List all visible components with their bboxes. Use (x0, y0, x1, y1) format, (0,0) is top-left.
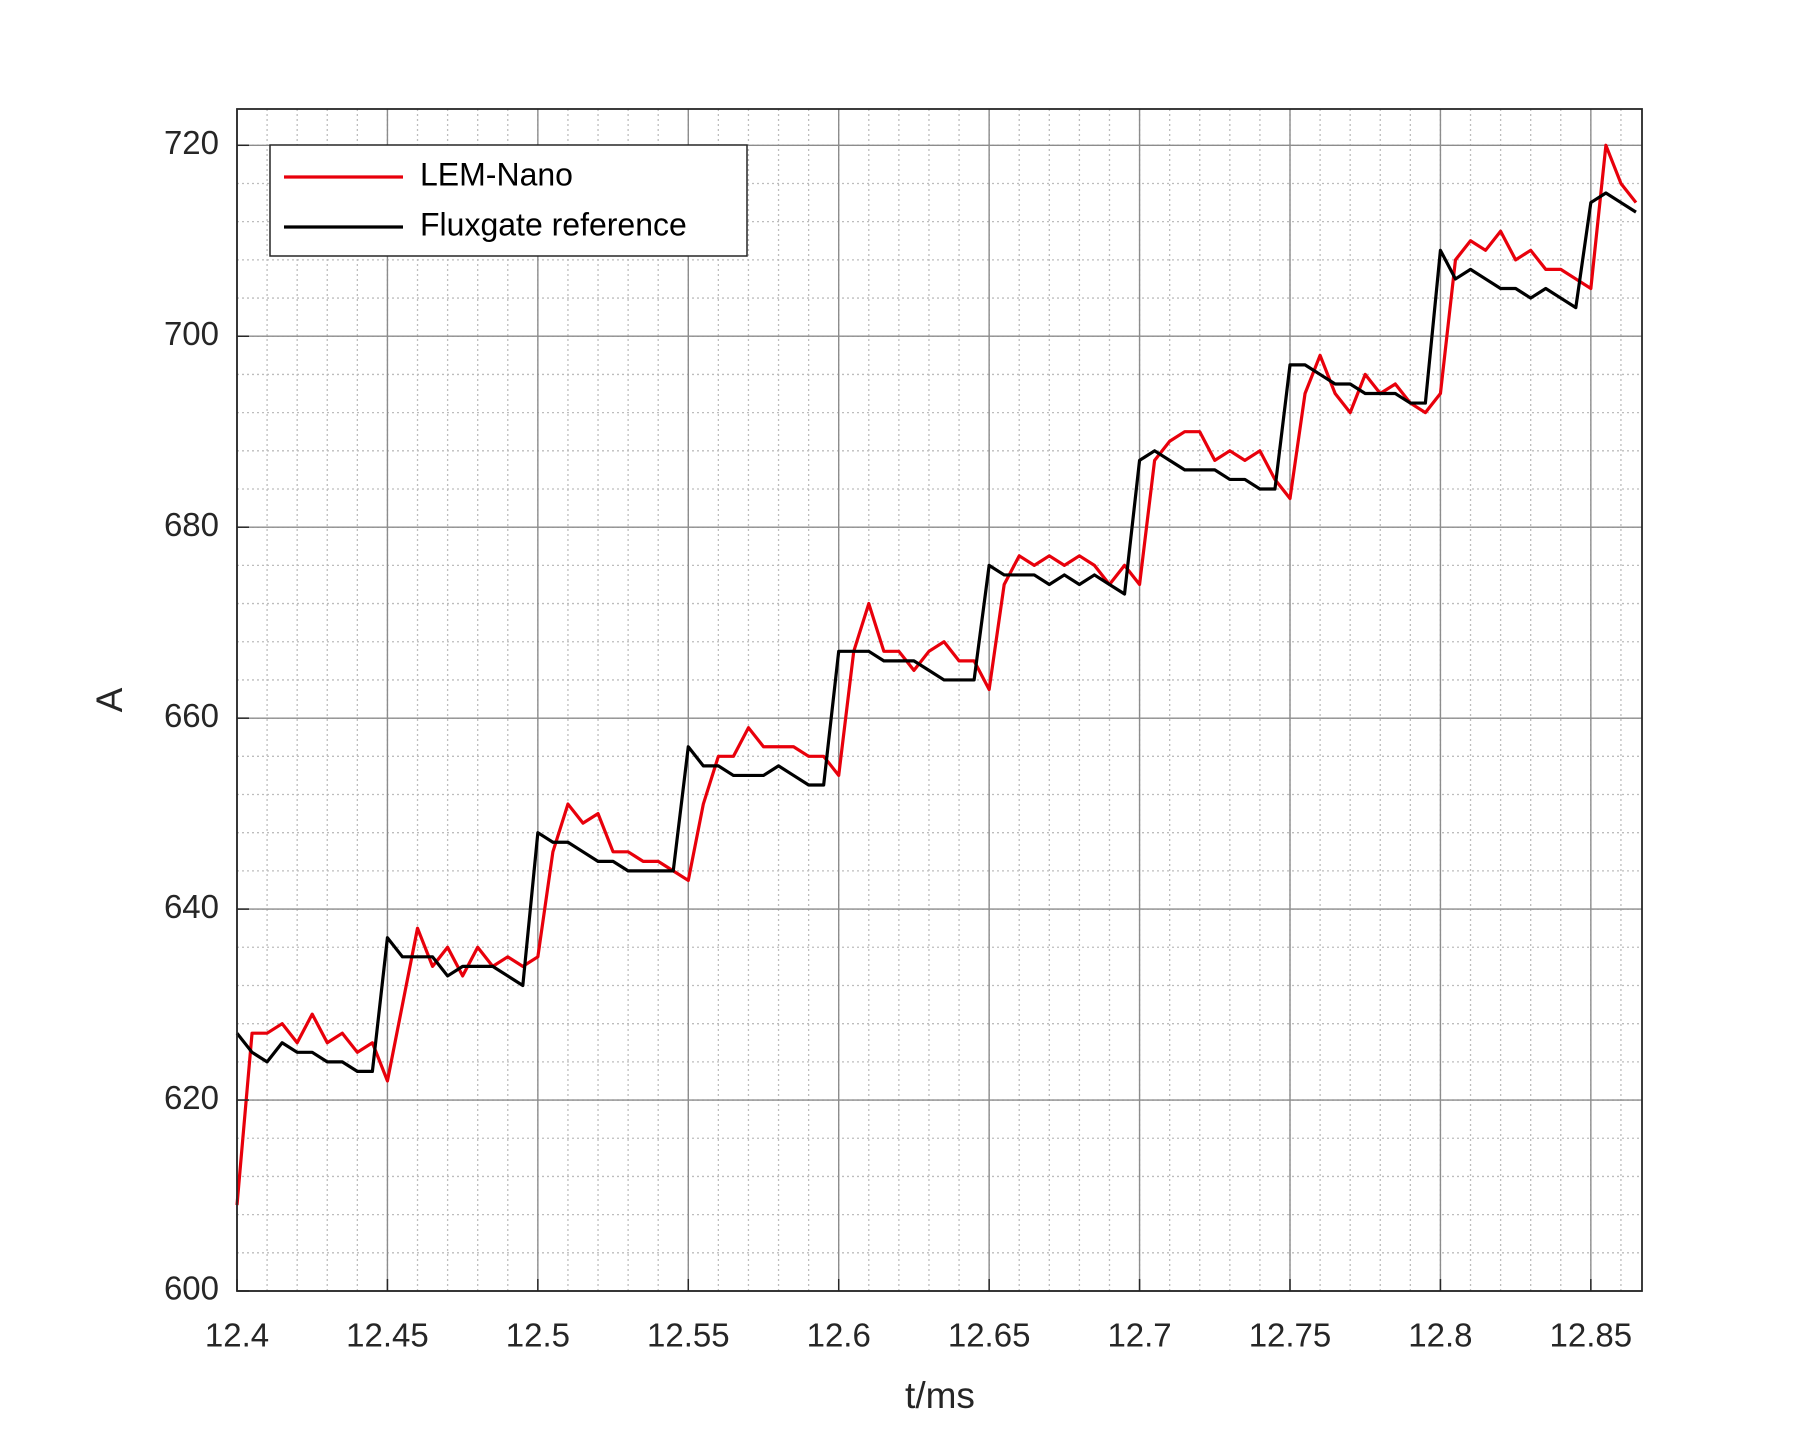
legend: LEM-Nano Fluxgate reference (269, 144, 748, 257)
y-tick-label: 660 (164, 697, 219, 734)
y-tick-label: 600 (164, 1270, 219, 1307)
x-tick-label: 12.85 (1550, 1317, 1633, 1354)
x-tick-label: 12.5 (506, 1317, 570, 1354)
y-tick-label: 620 (164, 1079, 219, 1116)
x-tick-label: 12.8 (1408, 1317, 1472, 1354)
x-axis-label: t/ms (905, 1375, 975, 1416)
plot-frame (236, 108, 1643, 1292)
y-axis-label: A (89, 687, 130, 712)
y-tick-label: 700 (164, 315, 219, 352)
plot-lines (235, 143, 1638, 1206)
grid (236, 109, 1642, 1292)
y-tick-label: 640 (164, 888, 219, 925)
legend-box (269, 144, 748, 257)
series-line (235, 143, 1638, 1206)
x-tick-label: 12.7 (1107, 1317, 1171, 1354)
series-line (235, 191, 1637, 1073)
y-tick-label: 720 (164, 124, 219, 161)
y-tick-label: 680 (164, 506, 219, 543)
x-tick-label: 12.65 (948, 1317, 1031, 1354)
x-tick-label: 12.6 (807, 1317, 871, 1354)
legend-label: Fluxgate reference (420, 206, 687, 242)
x-tick-label: 12.4 (205, 1317, 269, 1354)
x-tick-label: 12.45 (346, 1317, 429, 1354)
legend-label: LEM-Nano (420, 156, 573, 192)
x-tick-label: 12.75 (1249, 1317, 1332, 1354)
x-tick-label: 12.55 (647, 1317, 730, 1354)
ticks: 12.4 12.45 12.5 12.55 12.6 12.65 12.7 12.75 12.8… (164, 108, 1643, 1354)
